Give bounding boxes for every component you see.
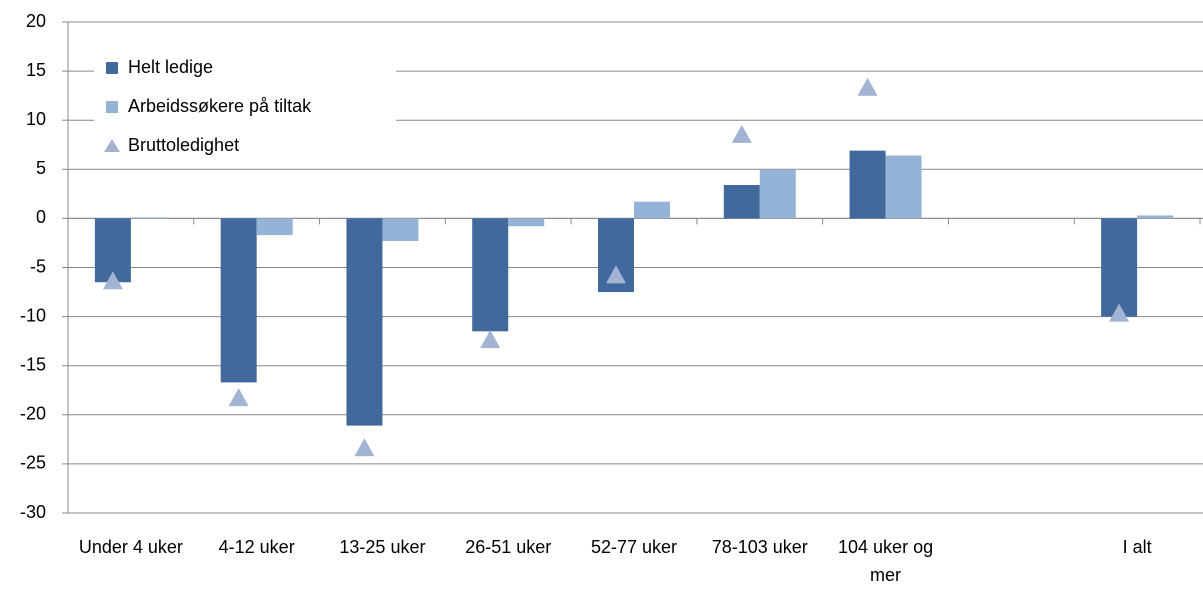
triangle-marker — [1109, 303, 1130, 322]
x-tick-label: 52-77 uker — [591, 537, 677, 557]
bar — [723, 185, 760, 219]
legend-swatch — [106, 101, 118, 113]
y-tick-label: -25 — [20, 453, 46, 473]
triangle-marker — [228, 388, 249, 407]
y-tick-label: -15 — [20, 354, 46, 374]
y-tick-label: 20 — [26, 11, 46, 31]
bar — [759, 169, 796, 219]
bar — [634, 201, 670, 219]
y-tick-label: -20 — [20, 404, 46, 424]
bar — [508, 218, 545, 227]
triangle-marker — [606, 265, 626, 284]
triangle-marker — [857, 77, 878, 96]
y-tick-label: 5 — [36, 158, 46, 178]
bar — [346, 218, 383, 426]
triangle-marker — [102, 271, 123, 290]
bar — [849, 150, 886, 219]
legend-swatch — [104, 139, 120, 152]
y-tick-label: -30 — [20, 502, 46, 522]
y-tick-label: -10 — [20, 305, 46, 325]
x-tick-label: 4-12 uker — [219, 537, 295, 557]
triangle-marker — [731, 124, 752, 143]
x-tick-label: 78-103 uker — [712, 537, 808, 557]
bar — [1137, 215, 1174, 219]
bar — [472, 218, 509, 332]
legend-box — [94, 48, 396, 166]
bar — [382, 218, 419, 241]
bar — [885, 155, 922, 219]
bar — [220, 218, 257, 383]
x-tick-label: Under 4 uker — [79, 537, 183, 557]
bar — [130, 217, 167, 219]
x-tick-label: 104 uker og mer — [838, 537, 933, 585]
y-tick-label: 0 — [36, 207, 46, 227]
legend-swatch — [106, 62, 118, 74]
x-tick-label: 13-25 uker — [339, 537, 425, 557]
legend-label: Helt ledige — [128, 57, 213, 77]
bar — [256, 218, 293, 236]
triangle-marker — [480, 330, 501, 349]
y-tick-label: 15 — [26, 60, 46, 80]
legend-label: Arbeidssøkere på tiltak — [128, 96, 312, 116]
y-tick-label: -5 — [30, 256, 46, 276]
bar — [1101, 218, 1138, 317]
x-tick-label: I alt — [1123, 537, 1152, 557]
triangle-marker — [354, 438, 375, 457]
y-tick-label: 10 — [26, 109, 46, 129]
legend-label: Bruttoledighet — [128, 135, 239, 155]
x-tick-label: 26-51 uker — [465, 537, 551, 557]
